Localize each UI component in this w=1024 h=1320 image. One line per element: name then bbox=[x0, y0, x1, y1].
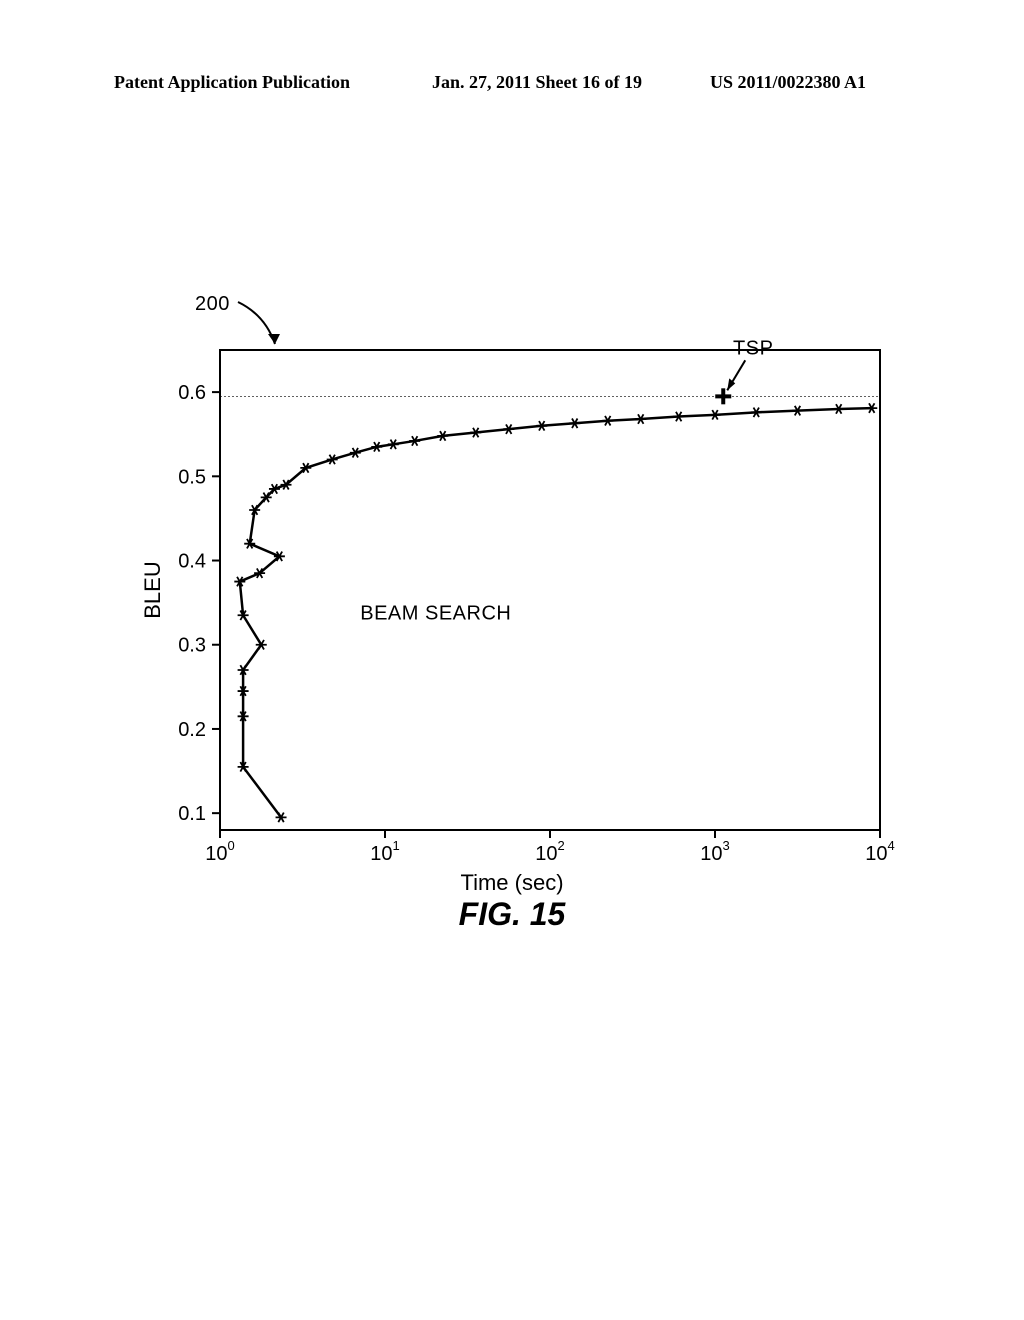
beam-marker bbox=[327, 455, 338, 465]
beam-search-line bbox=[240, 408, 872, 817]
header-right: US 2011/0022380 A1 bbox=[710, 72, 866, 93]
beam-marker bbox=[409, 436, 420, 446]
header-center: Jan. 27, 2011 Sheet 16 of 19 bbox=[432, 72, 642, 93]
x-tick-label: 100 bbox=[205, 838, 234, 865]
figure-number: 200 bbox=[195, 293, 230, 315]
x-tick-label: 101 bbox=[370, 838, 399, 865]
beam-marker bbox=[569, 419, 580, 429]
beam-marker bbox=[536, 421, 547, 431]
beam-search-label: BEAM SEARCH bbox=[360, 602, 511, 624]
beam-marker bbox=[371, 442, 382, 452]
header-left: Patent Application Publication bbox=[114, 72, 350, 93]
beam-marker bbox=[470, 428, 481, 438]
beam-marker bbox=[751, 408, 762, 418]
beam-marker bbox=[833, 404, 844, 414]
plot-border bbox=[220, 350, 880, 830]
y-tick-label: 0.1 bbox=[178, 803, 206, 825]
x-tick-label: 102 bbox=[535, 838, 564, 865]
beam-marker bbox=[602, 416, 613, 426]
x-axis-label: Time (sec) bbox=[0, 870, 1024, 896]
figure-number-arrowhead bbox=[268, 334, 280, 344]
y-tick-label: 0.6 bbox=[178, 382, 206, 404]
y-axis-label: BLEU bbox=[140, 561, 165, 618]
figure-number-pointer bbox=[238, 302, 275, 344]
beam-marker bbox=[792, 406, 803, 416]
beam-marker bbox=[673, 412, 684, 422]
figure-caption: FIG. 15 bbox=[0, 896, 1024, 933]
figure-15-chart: 0.1 0.2 0.3 0.4 0.5 0.6 100 101 102 103 104 BLEU TSP… bbox=[130, 290, 910, 940]
y-tick-label: 0.2 bbox=[178, 719, 206, 741]
y-tick-label: 0.5 bbox=[178, 466, 206, 488]
y-tick-label: 0.3 bbox=[178, 635, 206, 657]
x-tick-label: 103 bbox=[700, 838, 729, 865]
beam-marker bbox=[866, 403, 877, 413]
beam-marker bbox=[635, 414, 646, 424]
beam-marker bbox=[437, 431, 448, 441]
x-tick-label: 104 bbox=[865, 838, 894, 865]
beam-marker bbox=[388, 440, 399, 450]
figure-caption-block: Time (sec) FIG. 15 bbox=[0, 870, 1024, 933]
beam-marker bbox=[350, 448, 361, 458]
beam-marker bbox=[503, 424, 514, 434]
tsp-label: TSP bbox=[733, 337, 773, 359]
y-tick-label: 0.4 bbox=[178, 551, 206, 573]
beam-marker bbox=[710, 410, 721, 420]
chart-svg: 0.1 0.2 0.3 0.4 0.5 0.6 100 101 102 103 104 BLEU TSP… bbox=[130, 290, 910, 940]
